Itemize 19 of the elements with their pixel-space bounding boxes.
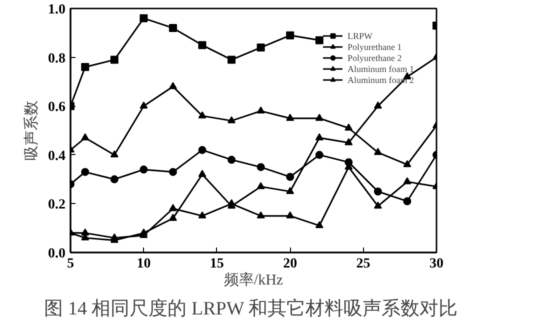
legend-label: Aluminum foam 1: [348, 64, 414, 74]
legend-label: Polyurethane 1: [348, 42, 402, 52]
caption: 图 14 相同尺度的 LRPW 和其它材料吸声系数对比: [44, 298, 458, 320]
y-tick-label: 1.0: [48, 2, 66, 18]
y-axis-title: 吸声系数: [23, 100, 40, 160]
x-tick-label: 25: [356, 256, 370, 272]
x-tick-label: 10: [136, 256, 151, 272]
legend-label: Polyurethane 2: [348, 52, 402, 62]
x-tick-label: 20: [283, 256, 298, 272]
y-tick-label: 0.6: [48, 100, 66, 116]
x-tick-label: 15: [210, 256, 224, 272]
y-tick-label: 0.0: [48, 246, 66, 262]
y-tick-label: 0.2: [48, 198, 66, 213]
x-tick-label: 5: [67, 256, 74, 272]
x-axis-title: 频率/kHz: [224, 272, 284, 288]
y-tick-label: 0.4: [48, 148, 66, 164]
y-tick-label: 0.8: [48, 51, 66, 66]
x-tick-label: 30: [430, 256, 444, 272]
legend-label: LRPW: [348, 30, 373, 40]
